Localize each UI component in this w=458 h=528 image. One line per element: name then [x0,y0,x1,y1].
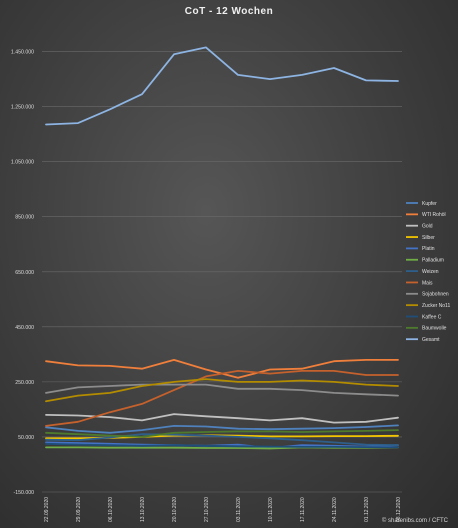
legend-label: Mais [422,280,433,286]
legend-label: Kaffee C [422,314,442,320]
legend-label: Baumwolle [422,326,447,332]
y-tick-label: 1.050.000 [11,160,34,166]
y-tick-label: 650.000 [15,270,34,276]
series-line-sojabohnen [45,383,399,397]
y-tick-label: 50.000 [18,435,34,441]
y-tick-label: 850.000 [15,215,34,221]
x-tick-label: 13.10.2020 [140,497,146,522]
x-tick-label: 10.11.2020 [268,497,274,522]
y-tick-label: 250.000 [15,380,34,386]
series-line-mais [45,369,399,427]
legend-label: Sojabohnen [422,292,449,298]
x-tick-label: 06.10.2020 [108,497,114,522]
legend-label: Zucker No11 [422,303,450,309]
y-tick-label: 1.250.000 [11,105,34,111]
legend-label: Gold [422,224,433,230]
legend-label: WTI Rohöl [422,212,446,218]
x-tick-label: 29.09.2020 [76,497,82,522]
source-credit: © sharenibs.com / CFTC [381,518,448,524]
y-tick-label: 1.450.000 [11,50,34,56]
x-tick-label: 24.11.2020 [332,497,338,522]
legend-label: Silber [422,235,435,241]
series-line-zucker-no11 [45,378,399,403]
legend-label: Platin [422,246,435,252]
series-line-kupfer [45,424,399,434]
x-tick-label: 03.11.2020 [236,497,242,522]
legend-label: Weizen [422,269,439,275]
chart-title: CoT - 12 Wochen [184,6,274,17]
series-line-gold [45,413,399,424]
y-tick-label: 450.000 [15,325,34,331]
x-tick-label: 20.10.2020 [172,497,178,522]
legend-label: Palladium [422,258,444,264]
legend-label: Kupfer [422,201,437,207]
x-tick-label: 17.11.2020 [300,497,306,522]
x-tick-label: 27.10.2020 [204,497,210,522]
x-tick-label: 08.12.2020 [396,497,402,522]
series-line-kaffee-c [45,442,399,449]
y-tick-label: -150.000 [14,490,35,496]
x-tick-label: 01.12.2020 [364,497,370,522]
legend-label: Gesamt [422,337,440,343]
series-line-baumwolle [45,429,399,438]
series-line-wti-roh-l [45,358,399,379]
x-tick-label: 22.09.2020 [44,497,50,522]
series-line-weizen [45,433,399,447]
series-line-gesamt [45,46,399,126]
